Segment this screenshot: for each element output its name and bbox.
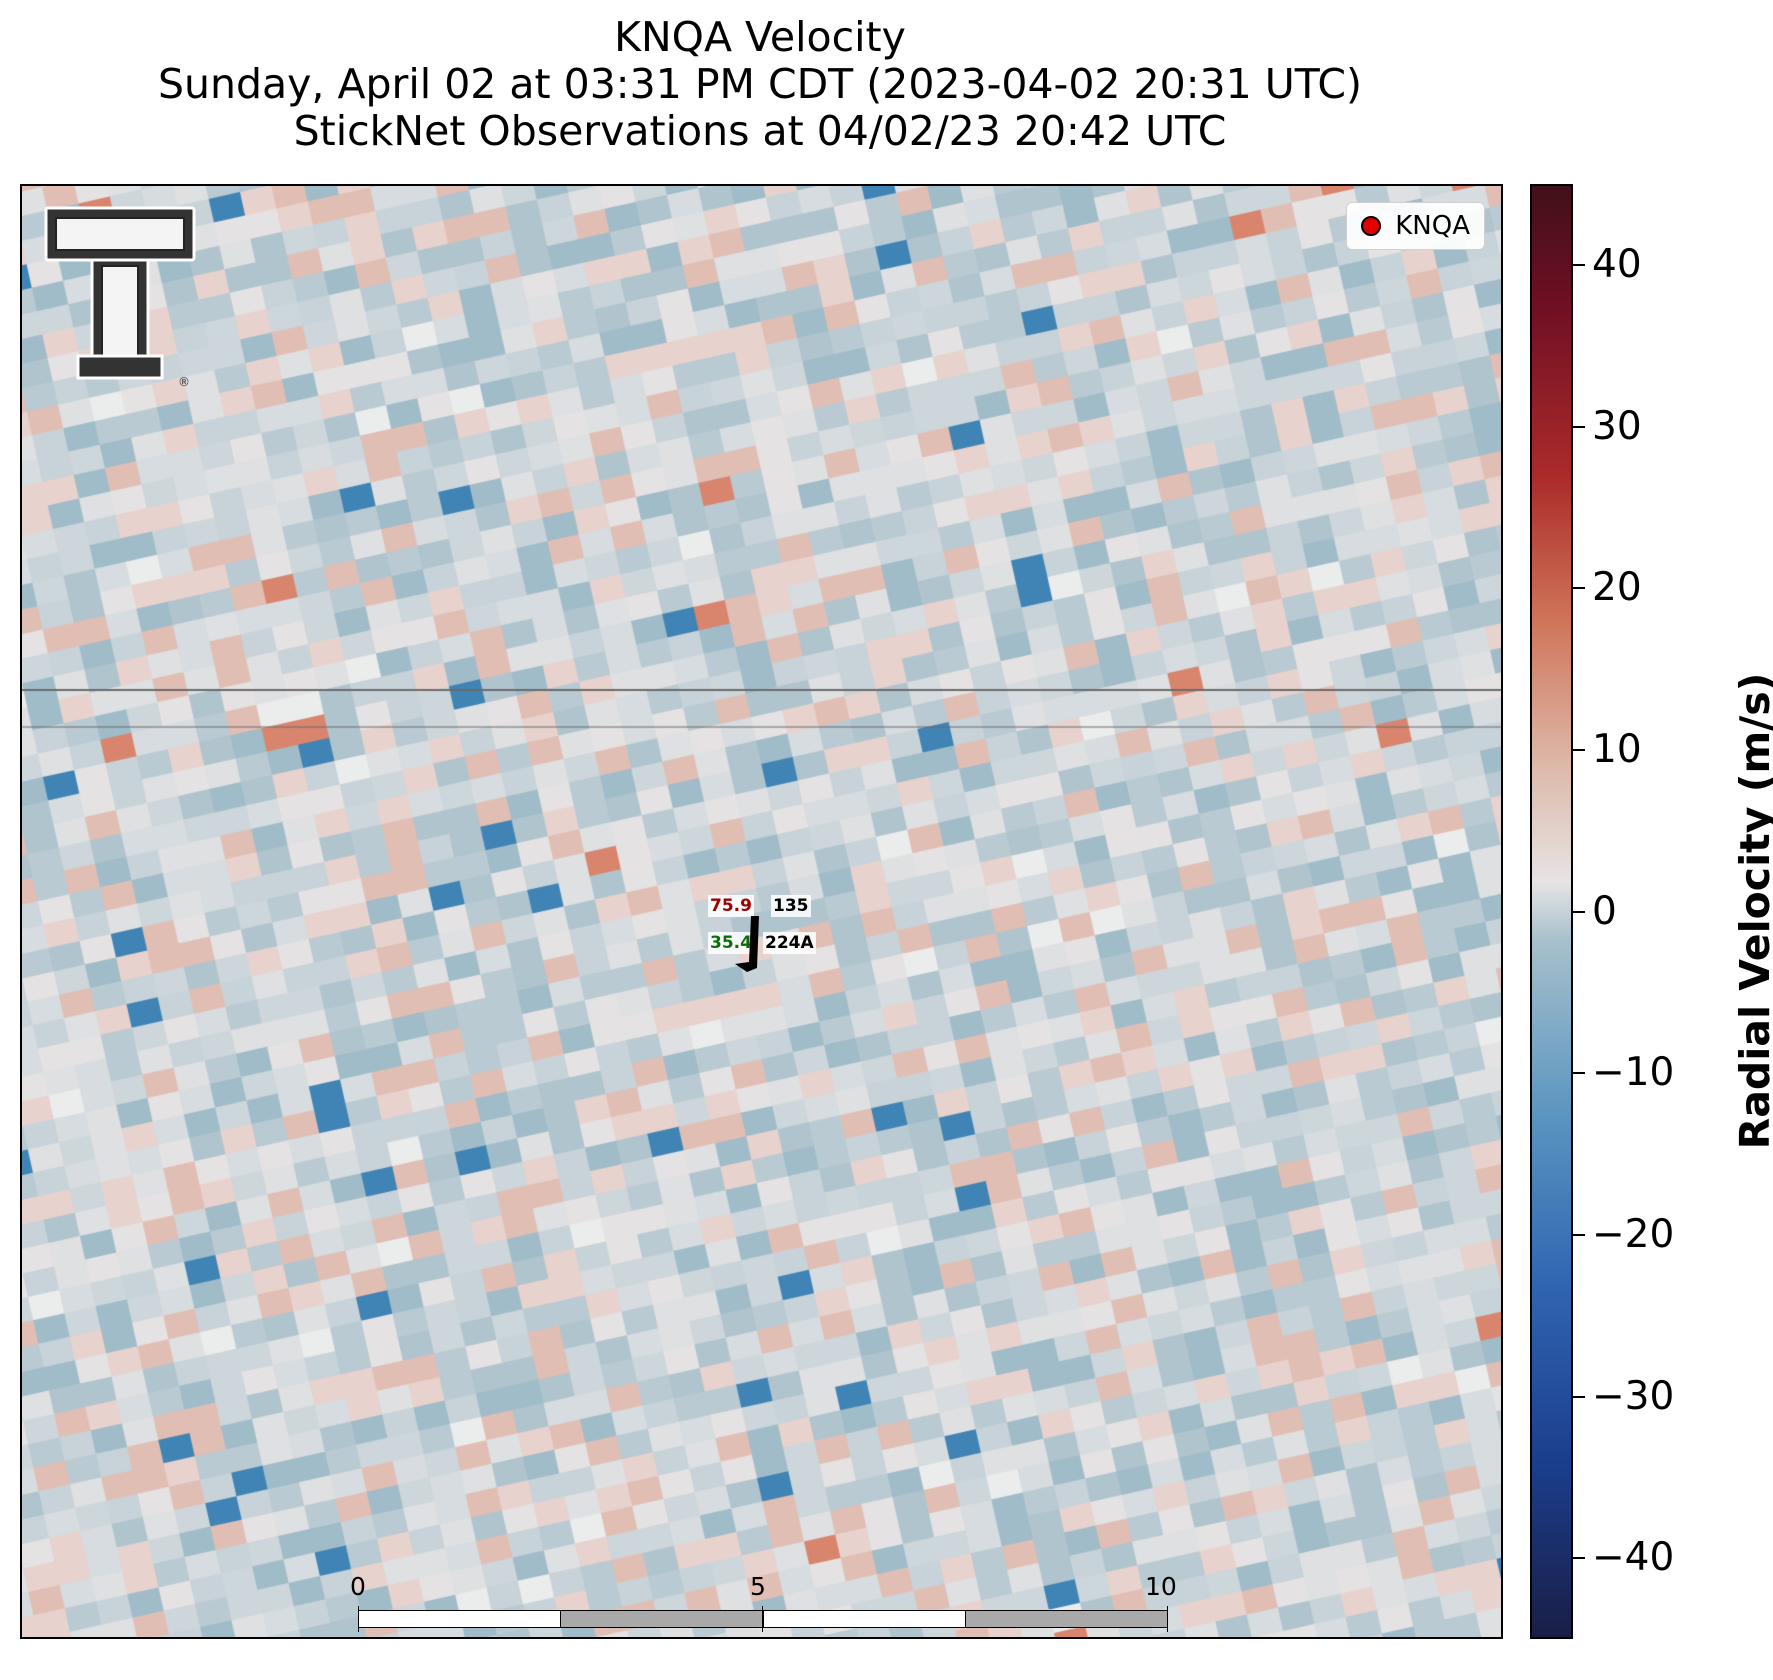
colorbar-tick-label: 30 — [1592, 403, 1642, 449]
colorbar-tick-label: 40 — [1592, 241, 1642, 287]
colorbar-tick-label: −40 — [1592, 1535, 1675, 1581]
legend-label: KNQA — [1395, 211, 1470, 241]
colorbar-tick-label: 0 — [1592, 888, 1617, 934]
colorbar-tick-mark — [1573, 425, 1585, 428]
velocity-field — [22, 186, 1501, 1637]
colorbar-tick-mark — [1573, 910, 1585, 913]
scale-tick-5: 5 — [750, 1572, 766, 1601]
colorbar-tick-label: 20 — [1592, 565, 1642, 611]
colorbar-tick-mark — [1573, 263, 1585, 266]
colorbar-tick-mark — [1573, 1233, 1585, 1236]
colorbar-tick-label: −20 — [1592, 1211, 1675, 1257]
title-line-3: StickNet Observations at 04/02/23 20:42 … — [293, 107, 1227, 155]
station-id-bottom: 224A — [763, 932, 816, 954]
registered-mark: ® — [178, 375, 190, 389]
colorbar-tick-mark — [1573, 1395, 1585, 1398]
colorbar-tick-label: −30 — [1592, 1373, 1675, 1419]
map-legend: KNQA — [1346, 202, 1485, 250]
knqa-marker-icon — [1361, 216, 1382, 236]
title-line-1: KNQA Velocity — [614, 13, 906, 61]
colorbar-tick-mark — [1573, 1072, 1585, 1075]
scale-unit: km — [742, 1634, 781, 1637]
colorbar-tick-mark — [1573, 748, 1585, 751]
station-id-top: 135 — [771, 895, 811, 917]
scale-tick-10: 10 — [1145, 1572, 1177, 1601]
colorbar-tick-mark — [1573, 1557, 1585, 1560]
texas-tech-logo-icon: ® — [44, 206, 196, 389]
colorbar — [1530, 184, 1573, 1639]
colorbar-tick-label: 10 — [1592, 726, 1642, 772]
scale-tick-0: 0 — [350, 1572, 366, 1601]
colorbar-tick-mark — [1573, 587, 1585, 590]
dewpoint-value: 35.4 — [708, 932, 754, 954]
colorbar-title: Radial Velocity (m/s) — [1731, 672, 1773, 1150]
colorbar-tick-label: −10 — [1592, 1050, 1675, 1096]
radar-map[interactable]: ® KNQA 75.9 135 35.4 224A 0 5 10 km — [20, 184, 1503, 1639]
chart-title: KNQA Velocity Sunday, April 02 at 03:31 … — [0, 14, 1520, 155]
title-line-2: Sunday, April 02 at 03:31 PM CDT (2023-0… — [157, 60, 1362, 108]
scale-bar: 0 5 10 km — [350, 1572, 1177, 1637]
wind-barb-icon — [735, 916, 759, 972]
temperature-value: 75.9 — [708, 895, 754, 917]
